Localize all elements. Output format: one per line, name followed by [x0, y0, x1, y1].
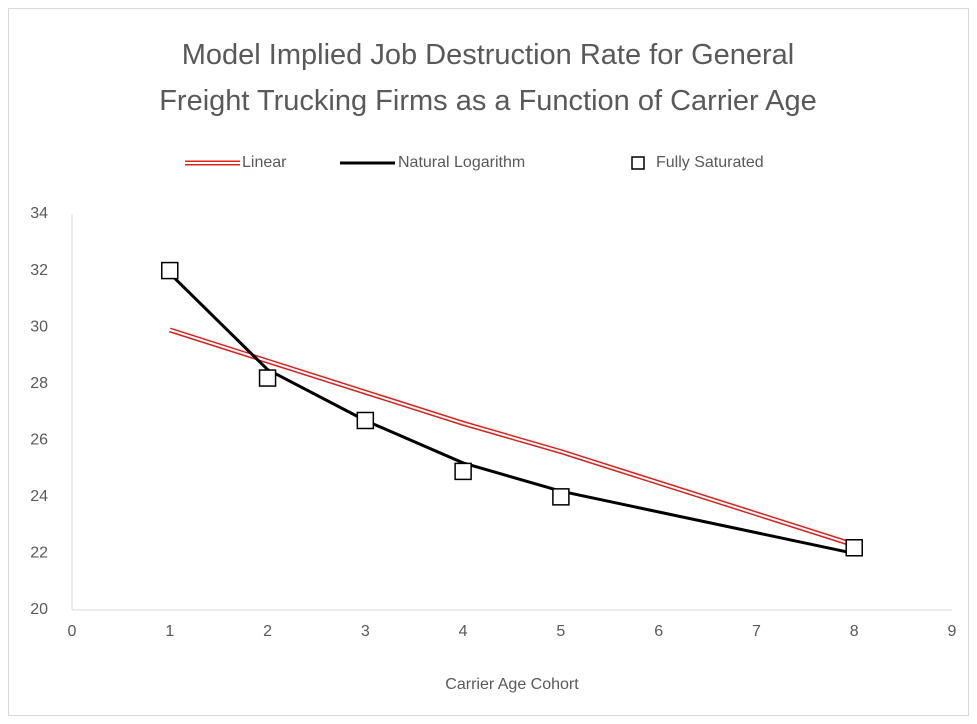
y-tick-label: 34 — [30, 205, 48, 222]
legend-label: Linear — [242, 154, 287, 171]
y-tick-label: 26 — [30, 432, 48, 449]
x-tick-label: 3 — [361, 623, 370, 640]
marker — [552, 488, 570, 506]
series-line — [169, 329, 855, 546]
chart-title: Model Implied Job Destruction Rate for G… — [159, 39, 817, 117]
marker — [258, 369, 277, 387]
chart-frame — [8, 8, 969, 716]
legend-swatch — [631, 156, 645, 170]
x-tick-label: 9 — [948, 623, 957, 640]
series-line — [168, 272, 855, 555]
x-axis-label: Carrier Age Cohort — [445, 676, 579, 693]
y-tick-label: 24 — [30, 488, 48, 505]
x-tick-label: 5 — [556, 623, 565, 640]
y-tick-label: 30 — [30, 318, 48, 335]
y-tick-label: 32 — [30, 262, 48, 279]
y-tick-label: 28 — [30, 375, 48, 392]
marker — [845, 539, 863, 557]
x-tick-label: 2 — [263, 623, 272, 640]
x-tick-label: 8 — [850, 623, 859, 640]
y-tick-label: 22 — [30, 545, 48, 562]
x-tick-label: 0 — [68, 623, 77, 640]
marker — [356, 411, 375, 430]
x-tick-label: 4 — [459, 623, 468, 640]
x-tick-label: 6 — [654, 623, 663, 640]
marker — [454, 462, 472, 481]
marker — [161, 261, 179, 280]
y-tick-label: 20 — [30, 601, 48, 618]
x-tick-label: 7 — [752, 623, 761, 640]
x-tick-label: 1 — [165, 623, 174, 640]
legend-label: Natural Logarithm — [398, 154, 525, 171]
legend-label: Fully Saturated — [656, 154, 764, 171]
